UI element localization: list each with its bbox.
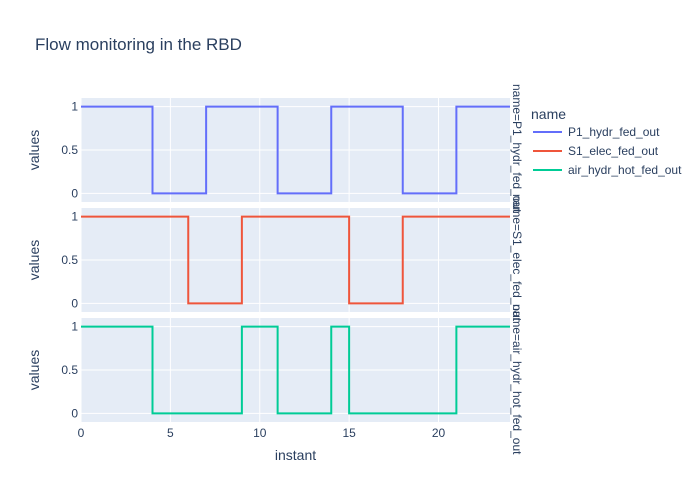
y-tick-label: 1 [71, 210, 78, 224]
chart-title: Flow monitoring in the RBD [35, 35, 242, 54]
x-tick-label: 10 [253, 426, 267, 440]
facet-panel: 0 0.5 1 values name=P1_hydr_fed_out [26, 84, 524, 213]
y-axis-title: values [26, 350, 42, 390]
legend-item[interactable]: air_hydr_hot_fed_out [533, 163, 682, 177]
y-tick-label: 0.5 [61, 253, 78, 267]
facet-label: name=air_hydr_hot_fed_out [510, 304, 524, 455]
facet-panels: 0 0.5 1 values name=P1_hydr_fed_out 0 0.5 1 valu… [26, 84, 524, 455]
y-tick-label: 1 [71, 320, 78, 334]
y-tick-label: 0.5 [61, 363, 78, 377]
x-tick-label: 20 [432, 426, 446, 440]
y-tick-label: 1 [71, 100, 78, 114]
facet-panel: 0 0.5 1 values name=S1_elec_fed_out [26, 194, 524, 322]
legend-label: P1_hydr_fed_out [568, 125, 660, 139]
facet-panel: 0 0.5 1 values name=air_hydr_hot_fed_out [26, 304, 524, 455]
legend-item[interactable]: S1_elec_fed_out [533, 144, 659, 158]
y-tick-label: 0 [71, 406, 78, 420]
legend-item[interactable]: P1_hydr_fed_out [533, 125, 660, 139]
y-axis-title: values [26, 240, 42, 280]
x-tick-label: 5 [167, 426, 174, 440]
x-tick-labels: 0 5 10 15 20 [78, 426, 446, 440]
x-tick-label: 0 [78, 426, 85, 440]
series-line [81, 105, 510, 195]
y-tick-label: 0 [71, 186, 78, 200]
facet-label: name=S1_elec_fed_out [510, 194, 524, 322]
x-tick-label: 15 [342, 426, 356, 440]
series-line [81, 215, 510, 305]
legend-title: name [531, 106, 566, 122]
legend[interactable]: name P1_hydr_fed_out S1_elec_fed_out air_h… [531, 106, 682, 177]
legend-items: P1_hydr_fed_out S1_elec_fed_out air_hydr_h… [533, 125, 682, 177]
series-line [81, 325, 510, 415]
legend-label: air_hydr_hot_fed_out [568, 163, 682, 177]
y-tick-label: 0.5 [61, 143, 78, 157]
y-axis-title: values [26, 130, 42, 170]
x-axis-title: instant [275, 447, 316, 463]
facet-label: name=P1_hydr_fed_out [510, 84, 524, 213]
legend-label: S1_elec_fed_out [568, 144, 659, 158]
y-tick-label: 0 [71, 296, 78, 310]
